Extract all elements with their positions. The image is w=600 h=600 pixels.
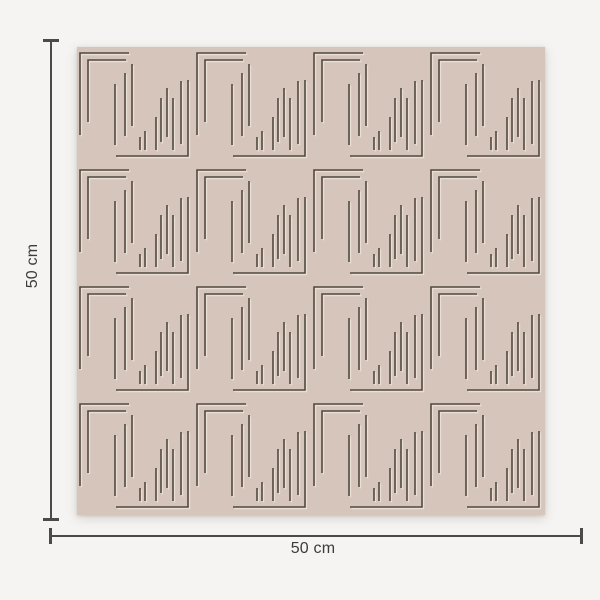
width-dimension-label: 50 cm (290, 540, 336, 557)
acoustic-slat-panel (77, 47, 545, 515)
width-dimension-tick-right (580, 528, 583, 544)
width-dimension-tick-left (49, 528, 52, 544)
height-dimension-tick-bottom (43, 518, 59, 521)
height-dimension-label: 50 cm (24, 243, 41, 289)
engraved-groove-pattern (79, 52, 542, 510)
height-dimension-line (50, 40, 52, 520)
width-dimension-line (50, 535, 582, 537)
height-dimension-tick-top (43, 39, 59, 42)
